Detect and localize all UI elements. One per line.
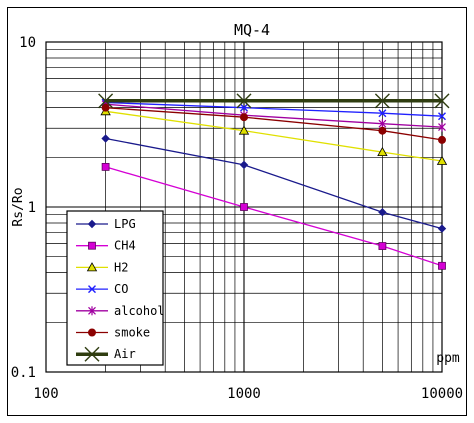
legend-marker-h2 bbox=[86, 262, 98, 272]
legend-label-co: CO bbox=[114, 282, 128, 296]
legend-item-smoke: smoke bbox=[76, 326, 150, 340]
data-point-air bbox=[434, 93, 450, 109]
data-point-smoke bbox=[438, 135, 446, 144]
legend-item-lpg: LPG bbox=[76, 217, 136, 231]
legend-marker-lpg bbox=[87, 219, 97, 229]
series-ch4 bbox=[101, 162, 446, 270]
legend-item-ch4: CH4 bbox=[76, 239, 136, 253]
series-line-ch4 bbox=[105, 166, 443, 267]
legend-item-h2: H2 bbox=[76, 260, 128, 274]
data-point-h2 bbox=[238, 125, 250, 135]
series-line-co bbox=[105, 101, 443, 117]
legend-label-ch4: CH4 bbox=[114, 239, 136, 253]
data-point-air bbox=[374, 93, 390, 109]
legend-item-co: CO bbox=[76, 282, 128, 296]
data-point-ch4 bbox=[240, 203, 248, 211]
data-point-h2 bbox=[436, 155, 448, 165]
data-point-ch4 bbox=[101, 162, 110, 171]
data-point-air bbox=[98, 93, 114, 109]
series-air bbox=[98, 93, 450, 109]
x-tick-label: 10000 bbox=[421, 386, 463, 402]
data-point-lpg bbox=[437, 224, 447, 233]
data-point-lpg bbox=[239, 160, 249, 170]
series-line-h2 bbox=[105, 110, 443, 162]
legend-label-air: Air bbox=[114, 347, 136, 361]
data-point-lpg bbox=[101, 134, 110, 143]
data-point-ch4 bbox=[378, 242, 387, 250]
series-line-alcohol bbox=[105, 103, 443, 128]
x-tick-label: 1000 bbox=[227, 386, 261, 402]
y-tick-label: 1 bbox=[28, 200, 36, 216]
data-point-air bbox=[236, 93, 252, 109]
y-tick-label: 0.1 bbox=[11, 365, 36, 381]
plot-border bbox=[45, 41, 443, 373]
series-smoke bbox=[101, 103, 446, 144]
legend-label-lpg: LPG bbox=[114, 217, 136, 231]
y-tick-label: 10 bbox=[19, 35, 36, 51]
legend-label-alcohol: alcohol bbox=[114, 304, 165, 318]
data-point-co bbox=[378, 109, 387, 118]
data-point-alcohol bbox=[378, 119, 387, 129]
x-axis-unit-label: ppm bbox=[436, 351, 460, 366]
chart-title: MQ-4 bbox=[234, 21, 270, 39]
data-point-co bbox=[438, 112, 446, 121]
legend-item-alcohol: alcohol bbox=[76, 304, 165, 318]
series-line-smoke bbox=[105, 107, 443, 141]
y-axis-label: Rs/Ro bbox=[11, 187, 26, 226]
legend-label-h2: H2 bbox=[114, 260, 128, 274]
series-layer bbox=[98, 93, 450, 270]
legend-item-air: Air bbox=[76, 346, 136, 362]
data-point-ch4 bbox=[438, 261, 446, 270]
legend-marker-alcohol bbox=[88, 306, 96, 316]
legend-marker-co bbox=[88, 285, 96, 294]
legend-label-smoke: smoke bbox=[114, 326, 150, 340]
series-lpg bbox=[101, 134, 447, 233]
data-point-smoke bbox=[101, 103, 110, 112]
legend-marker-smoke bbox=[88, 328, 96, 337]
x-tick-label: 100 bbox=[33, 386, 58, 402]
data-point-co bbox=[240, 103, 248, 112]
data-point-smoke bbox=[378, 126, 387, 135]
series-line-lpg bbox=[105, 137, 443, 230]
legend-marker-air bbox=[84, 346, 100, 362]
series-h2 bbox=[100, 106, 448, 165]
data-point-lpg bbox=[378, 207, 387, 217]
legend-box bbox=[66, 210, 164, 366]
legend-marker-ch4 bbox=[88, 241, 96, 250]
tick-labels: 100 1000 10000 0.1 1 10 bbox=[11, 35, 463, 402]
data-point-smoke bbox=[240, 113, 248, 122]
data-point-alcohol bbox=[438, 122, 446, 132]
data-point-h2 bbox=[377, 146, 388, 157]
legend: LPG CH4 H2 CO alcohol smoke Air bbox=[66, 210, 165, 366]
